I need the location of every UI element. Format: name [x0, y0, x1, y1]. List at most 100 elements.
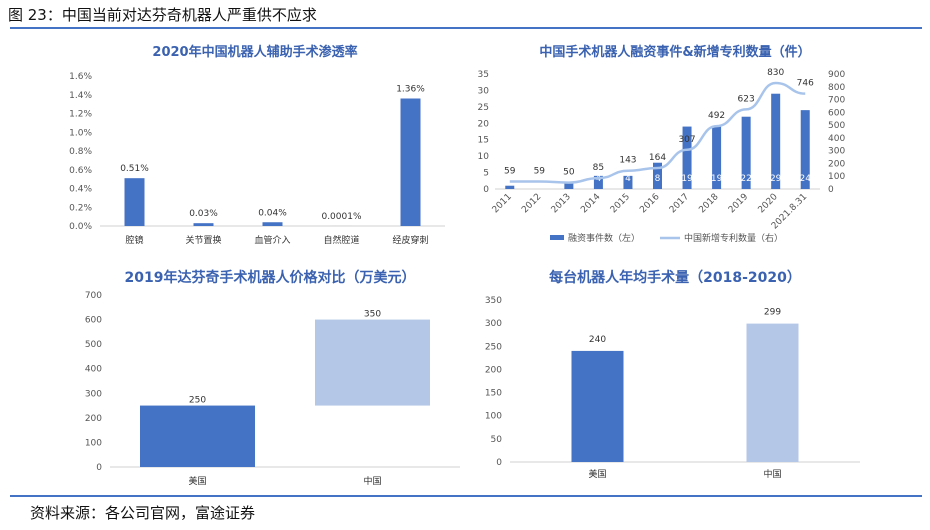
financing-data-label: 24 [800, 174, 812, 184]
category-label: 血管介入 [254, 234, 290, 246]
category-label: 2013 [550, 192, 573, 215]
y-tick-label: 1.2% [69, 110, 92, 120]
category-label: 2018 [697, 192, 720, 215]
category-label: 2014 [579, 192, 602, 215]
patent-data-label: 746 [797, 79, 814, 89]
right-y-tick-label: 300 [828, 147, 845, 157]
bar [193, 223, 214, 226]
patent-data-label: 623 [738, 94, 755, 104]
legend-swatch-financing [550, 235, 564, 240]
right-y-tick-label: 800 [828, 83, 845, 93]
category-label: 美国 [188, 475, 206, 487]
surgery-volume-chart: 每台机器人年均手术量（2018-2020） 0 50 100 150 200 250 300 3… [470, 262, 925, 492]
bar [746, 323, 799, 462]
category-label: 2012 [520, 192, 543, 215]
right-y-tick-label: 200 [828, 159, 845, 169]
category-label: 2017 [668, 192, 691, 215]
right-y-tick-label: 400 [828, 134, 845, 144]
data-label: 240 [589, 335, 606, 345]
financing-bar [505, 185, 515, 189]
financing-data-label: 19 [681, 174, 693, 184]
right-y-tick-label: 700 [828, 96, 845, 106]
y-tick-label: 700 [85, 291, 102, 301]
patent-data-label: 830 [767, 68, 784, 78]
financing-bar [593, 175, 603, 189]
financing-bar [771, 93, 781, 189]
y-tick-label: 0.0% [69, 222, 92, 232]
bar [262, 222, 283, 226]
bottom-rule [10, 495, 922, 497]
chart-title: 中国手术机器人融资事件&新增专利数量（件） [539, 44, 810, 60]
penetration-chart: 2020年中国机器人辅助手术渗透率 0.0% 0.2% 0.4% 0.6% 0.8% 1.0… [50, 36, 460, 251]
data-label: 0.04% [258, 208, 287, 218]
financing-data-label: 8 [655, 174, 661, 184]
left-y-tick-label: 10 [478, 152, 490, 162]
y-tick-label: 100 [485, 412, 502, 422]
y-tick-label: 350 [485, 296, 502, 306]
left-y-tick-label: 0 [483, 185, 489, 195]
y-tick-label: 500 [85, 340, 102, 350]
bar [315, 319, 430, 406]
y-tick-label: 250 [485, 342, 502, 352]
left-y-tick-label: 35 [478, 70, 489, 80]
data-label: 350 [364, 310, 381, 320]
patent-data-label: 143 [619, 156, 636, 166]
financing-data-label: 29 [770, 174, 782, 184]
category-label: 自然腔道 [323, 234, 359, 246]
financing-data-label: 19 [711, 174, 723, 184]
left-y-tick-label: 15 [478, 136, 489, 146]
y-tick-label: 150 [485, 389, 502, 399]
data-label: 0.0001% [321, 212, 361, 222]
data-label: 0.03% [189, 209, 218, 219]
left-y-tick-label: 20 [478, 119, 490, 129]
y-tick-label: 100 [85, 438, 102, 448]
bar [124, 178, 145, 226]
financing-bar [800, 110, 810, 189]
data-label: 0.51% [120, 164, 149, 174]
y-tick-label: 1.6% [69, 72, 92, 82]
bar [400, 98, 421, 226]
data-label: 299 [764, 308, 781, 318]
right-y-tick-label: 900 [828, 70, 845, 80]
patent-data-label: 85 [593, 163, 604, 173]
chart-title: 2019年达芬奇手术机器人价格对比（万美元） [125, 269, 416, 286]
y-tick-label: 0 [96, 463, 102, 473]
bar [571, 350, 624, 462]
category-label: 2011 [491, 192, 514, 215]
y-tick-label: 300 [485, 319, 502, 329]
y-tick-label: 1.4% [69, 91, 92, 101]
figure-title: 图 23：中国当前对达芬奇机器人严重供不应求 [8, 6, 317, 24]
patent-data-label: 164 [649, 153, 666, 163]
category-label: 中国 [363, 475, 381, 487]
left-y-tick-label: 30 [478, 86, 490, 96]
financing-bar [564, 182, 574, 189]
y-tick-label: 0.2% [69, 203, 92, 213]
y-tick-label: 200 [85, 414, 102, 424]
category-label: 中国 [763, 468, 781, 480]
patent-data-label: 50 [563, 168, 575, 178]
left-y-tick-label: 5 [483, 169, 489, 179]
financing-bar [653, 162, 662, 189]
y-tick-label: 0.8% [69, 147, 92, 157]
y-tick-label: 600 [85, 316, 102, 326]
patent-line [509, 81, 806, 184]
category-label: 关节置换 [185, 234, 221, 246]
financing-bar [712, 126, 722, 189]
financing-data-label: 4 [625, 174, 631, 184]
financing-bar [623, 175, 633, 189]
right-y-tick-label: 500 [828, 121, 845, 131]
y-tick-label: 400 [85, 365, 102, 375]
y-tick-label: 0.6% [69, 166, 92, 176]
category-label: 腔镜 [125, 234, 143, 246]
source-note: 资料来源：各公司官网，富途证券 [30, 504, 256, 522]
price-chart: 2019年达芬奇手术机器人价格对比（万美元） 0 100 200 300 400 500 60… [70, 262, 470, 492]
category-label: 经皮穿刺 [392, 234, 428, 246]
patent-data-label: 59 [504, 166, 516, 176]
legend-label-patents: 中国新增专利数量（右） [684, 232, 783, 244]
financing-patent-chart: 中国手术机器人融资事件&新增专利数量（件） 0 5 10 15 20 25 30 35 0 100 2… [470, 36, 925, 251]
y-tick-label: 0.4% [69, 185, 92, 195]
legend-label-financing: 融资事件数（左） [568, 232, 640, 244]
chart-title: 每台机器人年均手术量（2018-2020） [549, 269, 801, 286]
y-tick-label: 300 [85, 389, 102, 399]
category-label: 2020 [757, 192, 780, 215]
